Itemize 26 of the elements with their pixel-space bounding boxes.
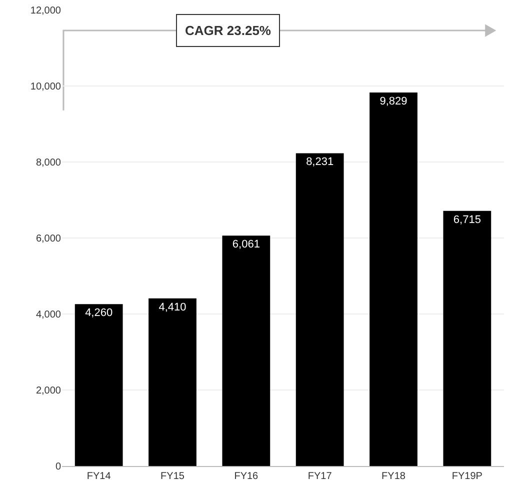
bar — [148, 298, 196, 466]
bar — [443, 210, 492, 466]
x-tick-label: FY17 — [308, 471, 332, 482]
y-tick-label: 10,000 — [30, 82, 62, 92]
data-label: 4,260 — [85, 307, 113, 320]
data-label: 8,231 — [306, 156, 334, 168]
y-tick-label: 4,000 — [36, 310, 62, 320]
data-label: 9,829 — [380, 96, 408, 108]
y-tick-label: 12,000 — [30, 6, 62, 16]
x-tick-label: FY19P — [452, 471, 483, 482]
data-label: 6,061 — [232, 238, 260, 251]
bar — [296, 153, 344, 466]
data-label: 4,410 — [158, 301, 186, 314]
y-tick-label: 6,000 — [36, 234, 62, 244]
x-tick-label: FY16 — [234, 471, 259, 482]
annotation: CAGR 23.25% — [185, 23, 272, 38]
bar — [74, 304, 123, 466]
x-tick-label: FY14 — [86, 471, 112, 482]
x-tick-label: FY15 — [160, 471, 185, 482]
data-label: 6,715 — [453, 214, 481, 226]
y-tick-label: 0 — [55, 462, 62, 472]
y-tick-label: 2,000 — [36, 386, 62, 396]
bar — [222, 236, 270, 466]
bar — [370, 92, 418, 466]
y-tick-label: 8,000 — [36, 158, 62, 168]
x-tick-label: FY18 — [382, 471, 406, 482]
